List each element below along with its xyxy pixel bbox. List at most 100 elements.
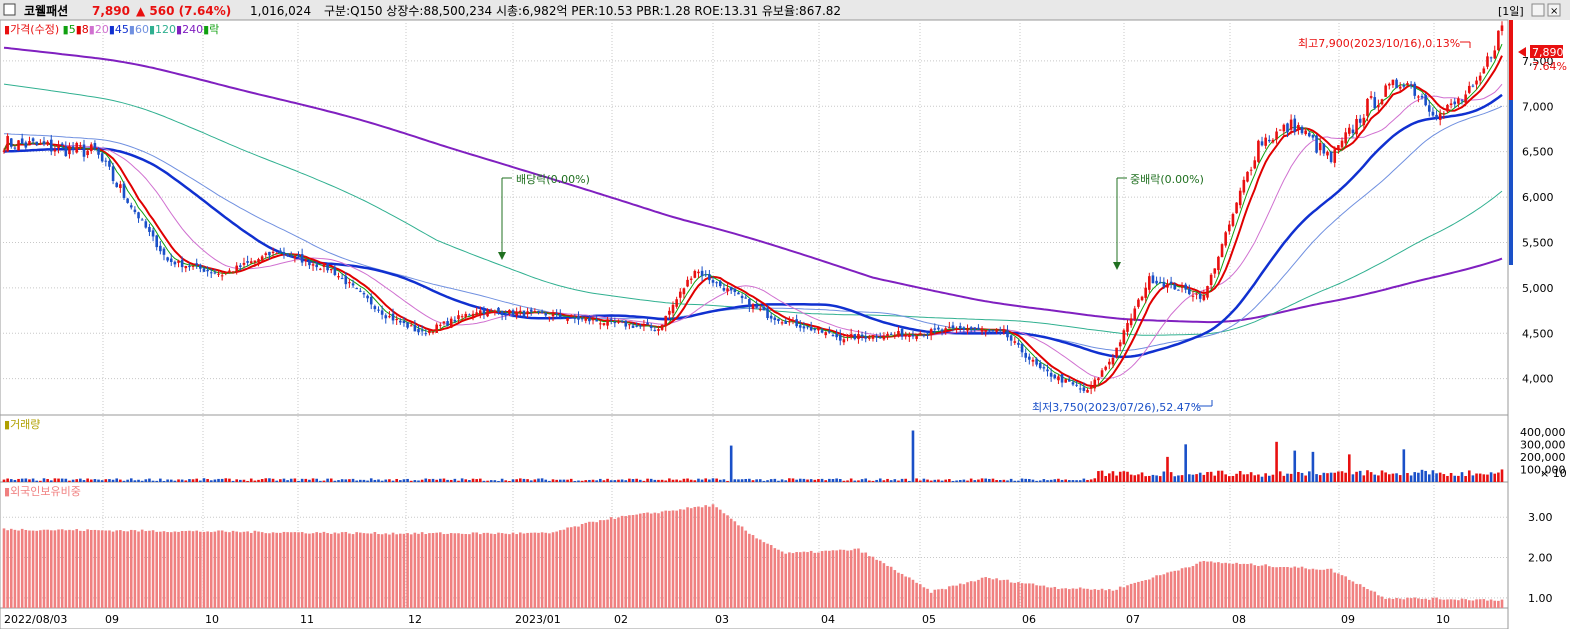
candle-body [588,318,591,322]
volume-bar [1482,474,1486,482]
price-tick-label: 6,000 [1522,191,1554,204]
candle-body [20,138,24,144]
volume-bar [977,479,980,482]
foreign-ratio-bar [468,534,471,608]
foreign-ratio-bar [1086,588,1089,608]
candle-body [577,315,580,320]
foreign-ratio-bar [1489,599,1493,608]
candle-body [508,309,511,314]
foreign-ratio-bar [108,530,111,608]
volume-bar [482,480,486,482]
foreign-ratio-bar [1497,600,1500,608]
foreign-ratio-bar [700,507,704,608]
foreign-ratio-bar [751,535,755,608]
foreign-ratio-bar [1362,586,1366,608]
foreign-ratio-bar [766,543,769,608]
volume-bar [878,478,882,482]
svg-text:중배락(0.00%): 중배락(0.00%) [1130,173,1204,186]
candle-body [1420,95,1424,98]
foreign-ratio-bar [482,532,486,608]
volume-bar [1257,474,1260,482]
candle-body [1231,214,1235,226]
foreign-ratio-bar [620,515,624,608]
select-checkbox[interactable] [3,3,16,16]
volume-bar [111,479,115,482]
svg-text:배당락(0.00%): 배당락(0.00%) [516,173,590,186]
close-button[interactable] [1547,3,1561,17]
period-button[interactable]: [1일] [1498,4,1524,18]
candle-body [897,331,900,337]
candle-body [260,256,264,261]
volume-bar [1377,475,1380,482]
candle-body [239,265,242,267]
volume-bar [308,479,311,482]
candle-body [951,325,955,329]
candle-body [820,330,824,333]
volume-bar [359,479,362,482]
candle-body [337,276,340,278]
volume-bar [998,480,1002,482]
foreign-ratio-bar [1155,575,1158,608]
candle-body [1017,342,1020,345]
foreign-ratio-bar [49,530,53,608]
foreign-ratio-bar [1184,567,1187,608]
volume-bar [1242,474,1246,482]
volume-bar [1031,479,1035,482]
foreign-ratio-bar [191,531,195,608]
legend-ma5: ▮5 [63,23,76,36]
candle-body [31,138,35,142]
close-icon: × [1550,6,1558,17]
foreign-ratio-bar [329,533,333,608]
foreign-ratio-bar [500,533,504,608]
volume-bar [100,480,104,482]
foreign-ratio-bar [395,534,398,608]
foreign-ratio-bar [838,549,842,608]
volume-bar [1420,469,1424,482]
volume-bar [1180,475,1184,482]
candle-body [613,322,617,324]
foreign-ratio-bar [904,576,908,608]
foreign-ratio-bar [686,507,689,608]
volume-bar [239,479,242,482]
candle-body [431,331,435,333]
foreign-ratio-bar [1460,598,1464,608]
volume-bar [1166,456,1169,482]
volume-bar [129,478,133,482]
foreign-ratio-bar [726,515,729,608]
candle-body [75,142,79,153]
candle-body [413,325,417,332]
foreign-ratio-bar [97,530,100,608]
candle-body [1137,299,1140,307]
candle-body [1333,149,1337,163]
stock-name: 코웰패션 [24,3,68,18]
foreign-ratio-bar [678,509,682,608]
foreign-ratio-bar [93,529,97,608]
foreign-ratio-bar [1442,599,1446,608]
foreign-ratio-bar [995,578,998,608]
foreign-tick-label: 3.00 [1528,511,1553,524]
volume-bar [551,479,555,482]
candle-body [1038,362,1042,369]
foreign-ratio-bar [1268,566,1271,608]
candle-body [1493,50,1497,59]
date-tick-label: 02 [614,613,628,626]
volume-bar [93,479,97,482]
volume-bar [588,479,591,482]
volume-bar [17,478,20,482]
candle-body [548,316,551,318]
candle-body [1391,79,1395,86]
volume-bar [166,479,169,482]
foreign-ratio-bar [384,533,388,608]
foreign-ratio-bar [1446,599,1449,608]
volume-bar [1158,476,1162,482]
candle-body [217,273,220,275]
foreign-ratio-bar [926,588,929,608]
candle-body [271,251,275,254]
volume-bar [1097,471,1100,482]
foreign-ratio-bar [9,528,13,608]
foreign-ratio-bar [275,532,278,608]
minimize-button[interactable] [1531,3,1545,17]
foreign-ratio-bar [540,532,544,608]
foreign-ratio-bar [151,530,155,608]
